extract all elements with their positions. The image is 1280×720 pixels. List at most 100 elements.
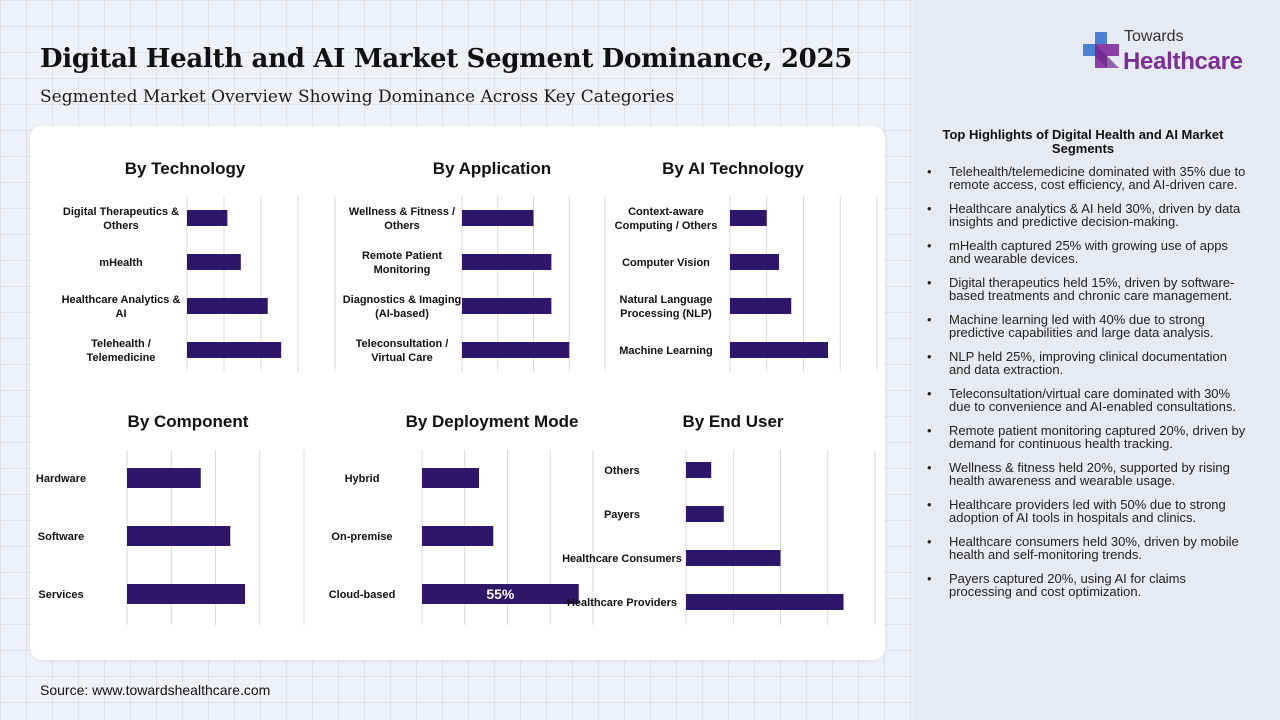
category-label: Wellness & Fitness / Others xyxy=(349,206,455,232)
category-label-line: Wellness & Fitness / xyxy=(349,206,455,218)
bar-remote-patient-monitoring xyxy=(462,254,552,270)
bullet-icon: • xyxy=(927,534,932,549)
highlight-item: • Digital therapeutics held 15%, driven b… xyxy=(927,276,1247,302)
logo-text-bottom: Healthcare xyxy=(1123,48,1243,75)
highlight-item: • Healthcare consumers held 30%, driven b… xyxy=(927,534,1247,562)
category-label: Telehealth / Telemedicine xyxy=(87,338,156,364)
category-label-line: Natural Language xyxy=(620,294,713,306)
bar-cloud-based xyxy=(422,584,579,604)
highlight-text: Healthcare consumers held 30%, driven by… xyxy=(949,534,1239,562)
highlight-text: mHealth captured 25% with growing use of… xyxy=(949,238,1228,266)
bar-telehealth-telemedicine xyxy=(187,342,282,358)
bar-healthcare-providers xyxy=(686,594,844,610)
highlight-text: Payers captured 20%, using AI for claims… xyxy=(949,571,1187,599)
chart-by-technology: By Technology Digital Therapeutics & Other… xyxy=(62,159,336,371)
category-label-line: Hybrid xyxy=(345,473,380,485)
category-label-line: Virtual Care xyxy=(371,352,433,364)
category-label: Hardware xyxy=(36,473,86,485)
category-label: Payers xyxy=(604,509,640,521)
highlight-text: Machine learning led with 40% due to str… xyxy=(949,312,1214,340)
highlight-item: • Telehealth/telemedicine dominated with … xyxy=(927,164,1247,192)
bar-mhealth xyxy=(187,254,241,270)
category-label-line: Diagnostics & Imaging xyxy=(343,294,462,306)
chart-title: By Component xyxy=(128,412,249,431)
bar-payers xyxy=(686,506,724,522)
bullet-icon: • xyxy=(927,238,932,253)
page-title: Digital Health and AI Market Segment Dom… xyxy=(40,44,853,74)
bar-context-aware-computing-others xyxy=(730,210,767,226)
highlight-text: Teleconsultation/virtual care dominated … xyxy=(949,386,1236,414)
category-label-line: Healthcare Providers xyxy=(567,597,677,609)
bar-services xyxy=(127,584,245,604)
plus-cross-icon xyxy=(1083,32,1119,68)
category-label-line: Telemedicine xyxy=(87,352,156,364)
category-label-line: Computing / Others xyxy=(615,220,718,232)
highlight-item: • Healthcare providers led with 50% due t… xyxy=(927,497,1247,525)
category-label-line: Computer Vision xyxy=(622,257,710,269)
highlight-item: • Healthcare analytics & AI held 30%, dri… xyxy=(927,201,1247,229)
bar-diagnostics-imaging-ai-based xyxy=(462,298,552,314)
category-label: Teleconsultation / Virtual Care xyxy=(356,338,449,364)
logo-text-top: Towards xyxy=(1124,28,1184,45)
category-label-line: Remote Patient xyxy=(362,250,442,262)
chart-by-application: By Application Wellness & Fitness / Others… xyxy=(343,159,606,371)
highlight-item: • Wellness & fitness held 20%, supported … xyxy=(927,460,1247,487)
bar-hardware xyxy=(127,468,201,488)
category-label: Healthcare Consumers xyxy=(562,553,682,565)
bar-machine-learning xyxy=(730,342,828,358)
bar-wellness-fitness-others xyxy=(462,210,534,226)
bar-teleconsultation-virtual-care xyxy=(462,342,570,358)
category-label: Hybrid xyxy=(345,473,380,485)
category-label: Cloud-based xyxy=(329,589,396,601)
highlight-item: • NLP held 25%, improving clinical docume… xyxy=(927,349,1247,377)
chart-by-end-user: By End User Others Payers Healthcare Consum… xyxy=(562,412,876,625)
highlight-text: Telehealth/telemedicine dominated with 3… xyxy=(949,164,1246,192)
bullet-icon: • xyxy=(927,571,932,586)
data-label: 55% xyxy=(486,586,515,602)
category-label-line: Others xyxy=(604,465,639,477)
highlight-text: Healthcare providers led with 50% due to… xyxy=(949,497,1226,525)
bar-on-premise xyxy=(422,526,494,546)
category-label: On-premise xyxy=(331,531,392,543)
chart-title: By Technology xyxy=(125,159,246,178)
bar-software xyxy=(127,526,231,546)
bar-hybrid xyxy=(422,468,479,488)
category-label-line: Healthcare Analytics & xyxy=(62,294,181,306)
category-label-line: Digital Therapeutics & xyxy=(63,206,179,218)
bar-healthcare-consumers xyxy=(686,550,781,566)
bullet-icon: • xyxy=(927,423,932,438)
category-label: Diagnostics & Imaging (AI-based) xyxy=(343,294,462,320)
bullet-icon: • xyxy=(927,460,932,475)
category-label-line: Cloud-based xyxy=(329,589,396,601)
category-label-line: Monitoring xyxy=(374,264,431,276)
source-note: Source: www.towardshealthcare.com xyxy=(40,682,271,698)
highlight-text: Healthcare analytics & AI held 30%, driv… xyxy=(949,201,1241,229)
highlight-text: NLP held 25%, improving clinical documen… xyxy=(949,349,1227,377)
category-label: mHealth xyxy=(99,257,143,269)
category-label-line: Context-aware xyxy=(628,206,704,218)
category-label-line: Telehealth / xyxy=(91,338,151,350)
category-label-line: Services xyxy=(38,589,83,601)
category-label: Machine Learning xyxy=(619,345,713,357)
bullet-icon: • xyxy=(927,201,932,216)
category-label: Healthcare Analytics & AI xyxy=(62,294,181,320)
category-label: Context-aware Computing / Others xyxy=(615,206,718,232)
category-label-line: Others xyxy=(103,220,138,232)
category-label-line: On-premise xyxy=(331,531,392,543)
category-label: Software xyxy=(38,531,84,543)
category-label: Services xyxy=(38,589,83,601)
bar-healthcare-analytics-ai xyxy=(187,298,268,314)
brand-logo: Towards Healthcare xyxy=(1081,26,1261,76)
chart-by-component: By Component Hardware Software Services xyxy=(36,412,305,625)
category-label-line: Software xyxy=(38,531,84,543)
bar-natural-language-processing-nlp xyxy=(730,298,792,314)
bullet-icon: • xyxy=(927,164,932,179)
category-label-line: Others xyxy=(384,220,419,232)
chart-title: By AI Technology xyxy=(662,159,804,178)
highlight-item: • Teleconsultation/virtual care dominated… xyxy=(927,386,1247,414)
chart-title: By Deployment Mode xyxy=(406,412,579,431)
chart-title: By Application xyxy=(433,159,551,178)
bar-digital-therapeutics-others xyxy=(187,210,228,226)
category-label-line: Teleconsultation / xyxy=(356,338,449,350)
charts-card: By Technology Digital Therapeutics & Other… xyxy=(30,126,885,660)
